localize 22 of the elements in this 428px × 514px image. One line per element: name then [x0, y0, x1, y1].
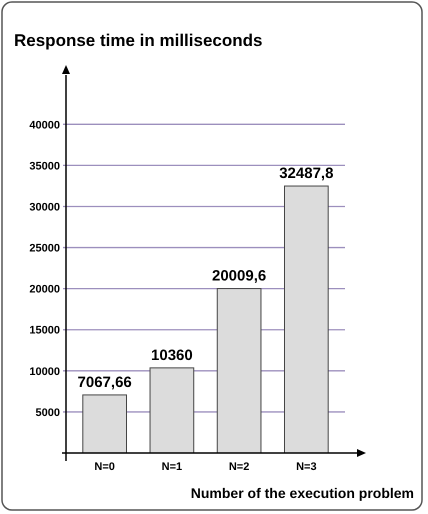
x-axis-title: Number of the execution problem — [190, 485, 414, 501]
data-label: 32487,8 — [279, 165, 334, 182]
x-tick-label: N=0 — [94, 461, 115, 473]
y-tick-label: 25000 — [29, 242, 60, 255]
y-tick-label: 10000 — [29, 366, 60, 378]
bar — [284, 186, 329, 454]
data-label: 7067,66 — [78, 374, 132, 391]
bar — [150, 367, 194, 454]
x-tick-label: N=3 — [296, 461, 317, 473]
y-axis-title: Response time in milliseconds — [14, 31, 262, 50]
x-tick-label: N=2 — [228, 461, 250, 473]
y-tick-label: 20000 — [29, 284, 60, 296]
data-label: 20009,6 — [212, 268, 266, 285]
y-tick-label: 35000 — [29, 160, 60, 172]
y-tick-label: 30000 — [29, 201, 60, 214]
bar — [216, 288, 262, 454]
y-tick-label: 40000 — [29, 119, 60, 132]
bar — [82, 394, 128, 454]
data-label: 10360 — [151, 346, 193, 364]
y-tick-label: 5000 — [36, 406, 60, 419]
y-tick-label: 15000 — [29, 324, 60, 337]
x-tick-label: N=1 — [162, 461, 182, 473]
